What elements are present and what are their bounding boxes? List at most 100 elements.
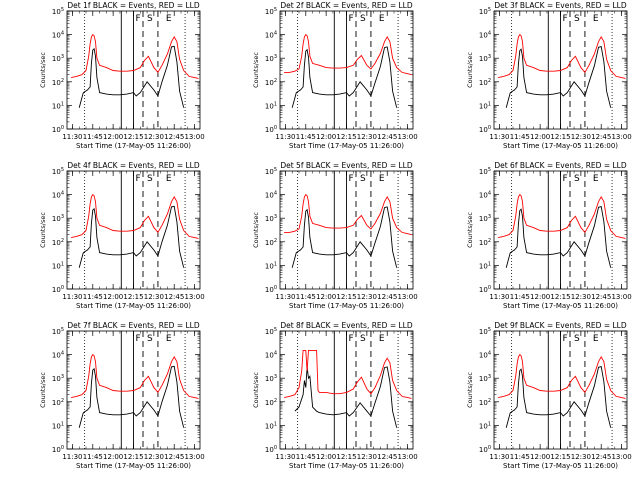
y-tick-label: 102	[479, 238, 491, 247]
x-tick-label: 12:30	[571, 453, 591, 461]
y-tick-label: 104	[479, 191, 491, 200]
x-tick-label: 13:00	[611, 133, 631, 141]
annotation-s: S	[147, 14, 153, 24]
panel-title: Det 3f BLACK = Events, RED = LLD	[494, 1, 627, 10]
x-tick-label: 12:15	[336, 293, 356, 301]
x-tick-label: 11:45	[83, 133, 103, 141]
y-tick-label: 101	[479, 101, 491, 110]
x-tick-label: 12:15	[550, 293, 570, 301]
x-tick-label: 12:45	[591, 293, 611, 301]
y-tick-label: 103	[52, 214, 64, 223]
x-tick-label: 11:45	[296, 133, 316, 141]
annotation-f: F	[136, 334, 141, 344]
x-tick-label: 12:45	[377, 293, 397, 301]
series-events-line	[291, 206, 398, 268]
panel-title: Det 9f BLACK = Events, RED = LLD	[494, 321, 627, 330]
y-axis-label: Counts/sec	[39, 52, 47, 88]
y-tick-label: 102	[479, 78, 491, 87]
series-lld-line	[284, 33, 412, 76]
y-axis-label: Counts/sec	[252, 52, 260, 88]
x-axis-label: Start Time (17-May-05 11:26:00)	[503, 462, 618, 470]
y-tick-label: 101	[265, 261, 277, 270]
x-tick-label: 11:45	[83, 293, 103, 301]
y-tick-label: 103	[479, 54, 491, 63]
x-tick-label: 12:15	[336, 133, 356, 141]
x-tick-label: 11:30	[489, 293, 509, 301]
y-tick-label: 105	[479, 327, 491, 336]
x-tick-label: 12:45	[591, 453, 611, 461]
series-lld-line	[284, 349, 412, 399]
panel-title: Det 5f BLACK = Events, RED = LLD	[280, 161, 413, 170]
annotation-e: E	[166, 174, 172, 184]
y-tick-label: 103	[52, 54, 64, 63]
y-tick-label: 100	[265, 445, 277, 454]
x-tick-label: 12:45	[377, 133, 397, 141]
x-tick-label: 12:45	[164, 293, 184, 301]
panel-title: Det 8f BLACK = Events, RED = LLD	[280, 321, 413, 330]
y-tick-label: 101	[52, 101, 64, 110]
annotation-e: E	[379, 334, 385, 344]
annotation-f: F	[563, 334, 568, 344]
x-axis-label: Start Time (17-May-05 11:26:00)	[289, 302, 404, 310]
y-tick-label: 103	[479, 374, 491, 383]
y-tick-label: 104	[479, 31, 491, 40]
annotation-f: F	[349, 334, 354, 344]
x-tick-label: 11:30	[275, 453, 295, 461]
series-events-line	[291, 46, 398, 108]
x-tick-label: 11:30	[62, 453, 82, 461]
y-tick-label: 103	[52, 374, 64, 383]
annotation-s: S	[574, 174, 580, 184]
y-tick-label: 105	[265, 327, 277, 336]
x-tick-label: 11:30	[62, 293, 82, 301]
x-tick-label: 12:00	[530, 453, 550, 461]
y-tick-label: 100	[52, 445, 64, 454]
y-tick-label: 104	[265, 351, 277, 360]
y-tick-label: 101	[52, 421, 64, 430]
y-axis-label: Counts/sec	[466, 372, 474, 408]
series-events-line	[294, 366, 398, 428]
annotation-s: S	[574, 14, 580, 24]
y-axis-label: Counts/sec	[466, 212, 474, 248]
x-tick-label: 11:45	[83, 453, 103, 461]
y-tick-label: 101	[265, 101, 277, 110]
y-tick-label: 104	[52, 351, 64, 360]
y-tick-label: 100	[52, 125, 64, 134]
y-tick-label: 100	[479, 285, 491, 294]
x-axis-label: Start Time (17-May-05 11:26:00)	[76, 462, 191, 470]
y-tick-label: 102	[52, 238, 64, 247]
x-tick-label: 12:00	[316, 453, 336, 461]
series-lld-line	[71, 193, 199, 239]
series-events-line	[505, 206, 612, 268]
x-tick-label: 13:00	[611, 293, 631, 301]
x-axis-label: Start Time (17-May-05 11:26:00)	[289, 462, 404, 470]
y-tick-label: 102	[265, 78, 277, 87]
annotation-f: F	[136, 14, 141, 24]
x-tick-label: 12:15	[336, 453, 356, 461]
panel-title: Det 6f BLACK = Events, RED = LLD	[494, 161, 627, 170]
series-events-line	[78, 45, 185, 108]
y-tick-label: 101	[265, 421, 277, 430]
annotation-s: S	[574, 334, 580, 344]
x-axis-label: Start Time (17-May-05 11:26:00)	[289, 142, 404, 150]
x-axis-label: Start Time (17-May-05 11:26:00)	[76, 142, 191, 150]
x-tick-label: 12:30	[571, 293, 591, 301]
x-tick-label: 12:30	[144, 453, 164, 461]
series-lld-line	[71, 33, 199, 79]
annotation-e: E	[166, 334, 172, 344]
y-axis-label: Counts/sec	[466, 52, 474, 88]
annotation-s: S	[360, 174, 366, 184]
y-tick-label: 100	[479, 445, 491, 454]
annotation-e: E	[166, 14, 172, 24]
x-tick-label: 13:00	[611, 453, 631, 461]
y-tick-label: 104	[52, 31, 64, 40]
x-axis-label: Start Time (17-May-05 11:26:00)	[76, 302, 191, 310]
x-tick-label: 11:30	[489, 133, 509, 141]
x-tick-label: 13:00	[397, 293, 417, 301]
y-axis-label: Counts/sec	[252, 212, 260, 248]
x-tick-label: 12:15	[123, 133, 143, 141]
